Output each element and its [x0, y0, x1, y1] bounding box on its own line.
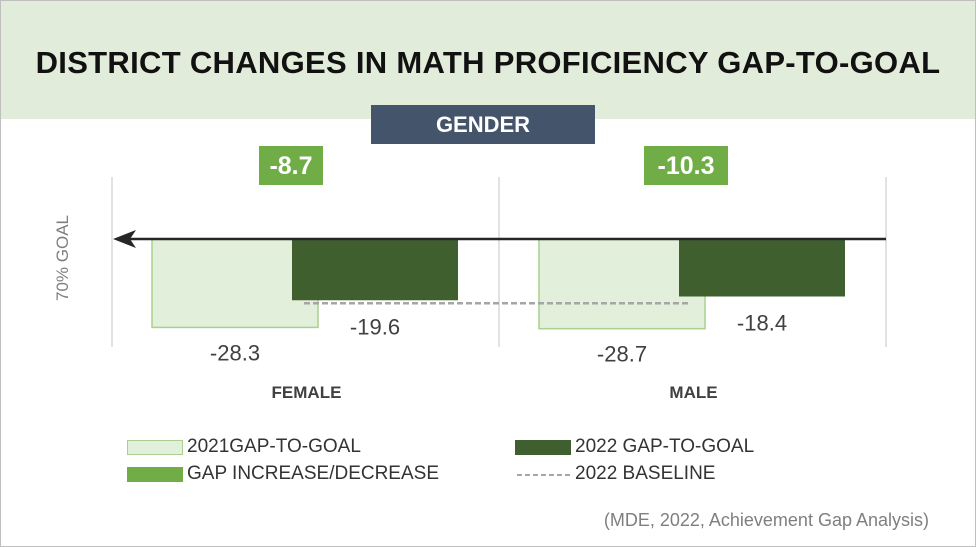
x-tick-label: FEMALE	[272, 383, 342, 402]
legend-swatch-2021	[127, 439, 183, 455]
legend-item-2021: 2021GAP-TO-GOAL	[127, 436, 361, 457]
source-note: (MDE, 2022, Achievement Gap Analysis)	[603, 510, 929, 530]
x-tick-label: MALE	[669, 383, 717, 402]
title-band: DISTRICT CHANGES IN MATH PROFICIENCY GAP…	[1, 1, 975, 119]
data-label-2022: -18.4	[737, 311, 787, 336]
bar-2022-male	[679, 239, 845, 297]
legend-item-baseline: 2022 BASELINE	[515, 463, 716, 484]
data-label-2021: -28.3	[210, 340, 260, 365]
data-label-2022: -19.6	[350, 314, 400, 339]
bar-2022-female	[292, 239, 458, 301]
chart-title: DISTRICT CHANGES IN MATH PROFICIENCY GAP…	[35, 45, 941, 80]
legend-label-baseline: 2022 BASELINE	[575, 463, 716, 484]
legend-item-2022: 2022 GAP-TO-GOAL	[515, 436, 755, 457]
legend-item-change: GAP INCREASE/DECREASE	[127, 463, 440, 484]
legend-swatch-2022	[515, 439, 571, 455]
labels-group: -28.3 -19.6 FEMALE -28.7 -18.4 MALE	[210, 311, 787, 403]
category-label: GENDER	[371, 105, 595, 144]
legend-label-2021: 2021GAP-TO-GOAL	[187, 436, 361, 457]
change-boxes-group: -8.7 -10.3	[259, 146, 728, 185]
y-axis-label: 70% GOAL	[53, 215, 72, 301]
legend-label-change: GAP INCREASE/DECREASE	[187, 463, 440, 484]
data-label-2021: -28.7	[597, 342, 647, 367]
legend-swatch-change	[127, 466, 183, 482]
change-box	[644, 146, 728, 185]
change-box	[259, 146, 323, 185]
legend-label-2022: 2022 GAP-TO-GOAL	[575, 436, 755, 457]
bar-2021-female	[151, 238, 319, 329]
change-value: -10.3	[658, 152, 715, 180]
goal-axis-group: 70% GOAL	[53, 215, 886, 301]
goal-axis-arrowhead	[113, 230, 136, 248]
legend-swatch-baseline	[517, 473, 571, 476]
bars-group	[151, 238, 845, 330]
gridlines	[111, 177, 887, 347]
change-value: -8.7	[269, 152, 312, 180]
